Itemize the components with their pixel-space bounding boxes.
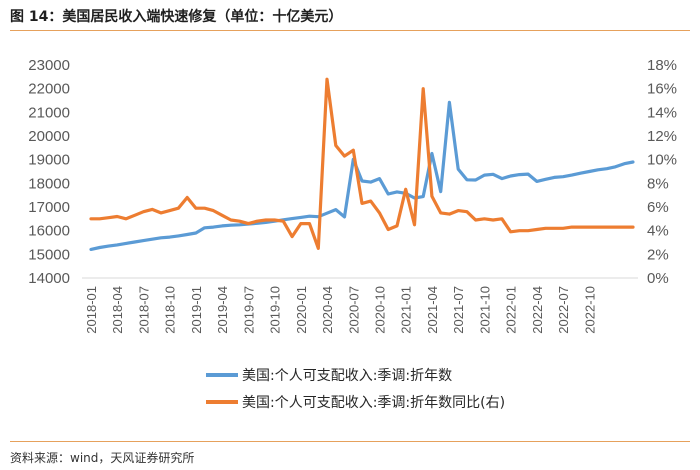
footer-divider <box>10 441 690 442</box>
legend: 美国:个人可支配收入:季调:折年数 美国:个人可支配收入:季调:折年数同比(右) <box>206 368 505 411</box>
x-tick-label: 2022-04 <box>530 286 545 334</box>
y-axis-right: 0% 2% 4% 6% 8% 10% 12% 14% 16% 18% <box>647 57 677 287</box>
y-right-tick-label: 18% <box>647 57 677 74</box>
x-tick-label: 2018-10 <box>163 286 178 334</box>
x-tick-label: 2018-01 <box>84 286 99 334</box>
x-tick-label: 2020-04 <box>320 286 335 334</box>
x-tick-label: 2021-10 <box>477 286 492 334</box>
chart-title: 图 14：美国居民收入端快速修复（单位：十亿美元） <box>10 9 343 25</box>
legend-label-income: 美国:个人可支配收入:季调:折年数 <box>242 368 452 384</box>
y-left-tick-label: 23000 <box>28 57 70 74</box>
line-chart: 14000 15000 16000 17000 18000 19000 20000 21000… <box>28 57 677 411</box>
y-left-tick-label: 17000 <box>28 199 70 216</box>
y-right-tick-label: 6% <box>647 199 669 216</box>
y-left-tick-label: 20000 <box>28 128 70 145</box>
legend-label-yoy: 美国:个人可支配收入:季调:折年数同比(右) <box>242 395 505 411</box>
x-tick-label: 2021-07 <box>451 286 466 334</box>
y-left-tick-label: 14000 <box>28 270 70 287</box>
x-tick-label: 2019-07 <box>241 286 256 334</box>
y-left-tick-label: 15000 <box>28 246 70 263</box>
x-tick-label: 2019-04 <box>215 286 230 334</box>
y-right-tick-label: 0% <box>647 270 669 287</box>
y-axis-left: 14000 15000 16000 17000 18000 19000 20000 21000… <box>28 57 70 287</box>
y-right-tick-label: 12% <box>647 128 677 145</box>
x-tick-label: 2019-01 <box>189 286 204 334</box>
x-tick-label: 2018-07 <box>136 286 151 334</box>
x-tick-label: 2019-10 <box>268 286 283 334</box>
source-note: 资料来源：wind，天风证券研究所 <box>10 451 195 465</box>
y-right-tick-label: 2% <box>647 246 669 263</box>
series-line-yoy <box>89 77 635 250</box>
y-right-tick-label: 8% <box>647 175 669 192</box>
x-tick-label: 2022-01 <box>504 286 519 334</box>
y-left-tick-label: 21000 <box>28 104 70 121</box>
y-left-tick-label: 18000 <box>28 175 70 192</box>
x-tick-label: 2021-01 <box>399 286 414 334</box>
y-right-tick-label: 4% <box>647 223 669 240</box>
y-left-tick-label: 16000 <box>28 223 70 240</box>
x-tick-label: 2021-04 <box>425 286 440 334</box>
y-right-tick-label: 14% <box>647 104 677 121</box>
x-tick-label: 2020-01 <box>294 286 309 334</box>
x-axis: 2018-01 2018-04 2018-07 2018-10 2019-01 2019-… <box>82 277 638 334</box>
x-tick-label: 2022-10 <box>582 286 597 334</box>
x-tick-label: 2022-07 <box>556 286 571 334</box>
series-line-income <box>89 100 635 251</box>
y-right-tick-label: 16% <box>647 81 677 98</box>
y-left-tick-label: 22000 <box>28 81 70 98</box>
x-tick-label: 2020-10 <box>372 286 387 334</box>
y-right-tick-label: 10% <box>647 152 677 169</box>
y-left-tick-label: 19000 <box>28 152 70 169</box>
series-lines <box>89 77 635 251</box>
x-tick-label: 2018-04 <box>110 286 125 334</box>
x-tick-label: 2020-07 <box>346 286 361 334</box>
title-divider <box>10 30 690 31</box>
